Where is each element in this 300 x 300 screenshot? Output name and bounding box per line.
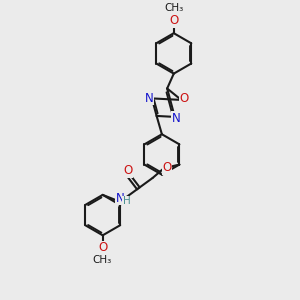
Text: CH₃: CH₃: [164, 3, 183, 13]
Text: O: O: [124, 164, 133, 177]
Text: O: O: [169, 14, 178, 27]
Text: H: H: [123, 196, 130, 206]
Text: O: O: [98, 241, 107, 254]
Text: CH₃: CH₃: [92, 255, 112, 265]
Text: N: N: [145, 92, 153, 105]
Text: N: N: [172, 112, 181, 125]
Text: N: N: [116, 192, 124, 205]
Text: O: O: [162, 161, 172, 174]
Text: O: O: [180, 92, 189, 105]
